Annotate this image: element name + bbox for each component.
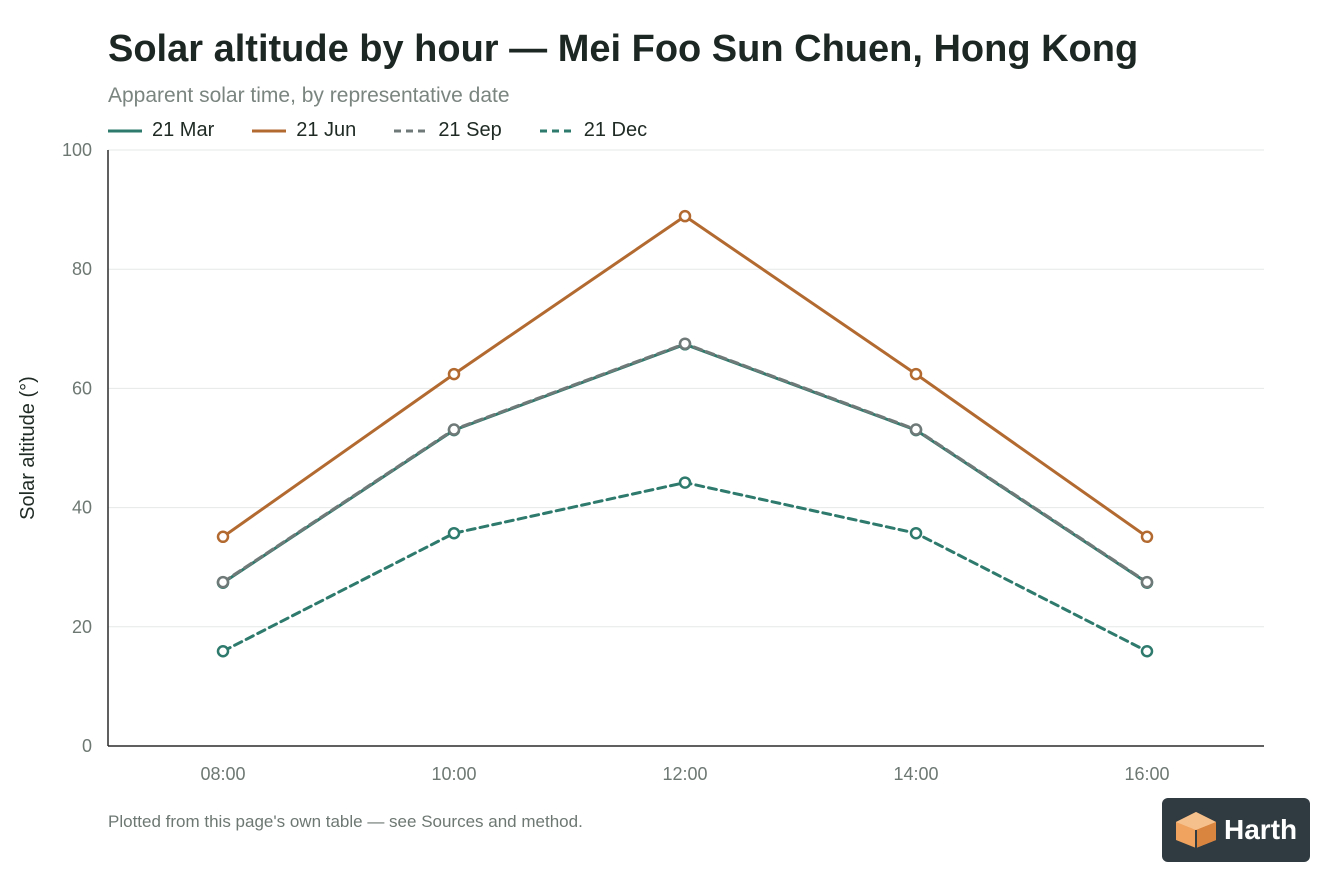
y-tick-label-0: 0 xyxy=(82,736,92,756)
chart-title: Solar altitude by hour — Mei Foo Sun Chu… xyxy=(108,28,1139,70)
y-tick-label-40: 40 xyxy=(72,498,92,518)
legend-item-mar: 21 Mar xyxy=(108,119,214,142)
data-point-2-4 xyxy=(1140,575,1154,589)
cube-icon xyxy=(1176,812,1216,848)
legend-item-sep: 21 Sep xyxy=(394,119,502,142)
brand-badge[interactable]: Harth xyxy=(1162,798,1310,862)
x-tick-label-1: 10:00 xyxy=(431,764,476,784)
legend-swatch-sep xyxy=(394,129,429,132)
brand-name: Harth xyxy=(1224,814,1298,845)
y-axis-title: Solar altitude (°) xyxy=(17,376,39,520)
data-point-1-4 xyxy=(1140,530,1154,544)
y-tick-label-80: 80 xyxy=(72,259,92,279)
data-point-1-1 xyxy=(447,367,461,381)
x-tick-label-2: 12:00 xyxy=(662,764,707,784)
data-point-2-1 xyxy=(447,423,461,436)
legend-label-jun: 21 Jun xyxy=(296,119,357,141)
x-tick-label-0: 08:00 xyxy=(200,764,245,784)
data-point-3-2 xyxy=(678,476,692,489)
y-tick-label-60: 60 xyxy=(72,378,92,398)
legend-label-sep: 21 Sep xyxy=(438,119,502,141)
legend-item-jun: 21 Jun xyxy=(252,119,356,142)
legend-swatch-mar xyxy=(108,129,142,132)
data-point-2-3 xyxy=(909,423,923,436)
series-line-0 xyxy=(221,342,1149,585)
data-point-3-0 xyxy=(216,644,230,658)
chart-footnote: Plotted from this page's own table — see… xyxy=(108,812,583,831)
y-tick-label-100: 100 xyxy=(62,140,92,160)
data-point-3-4 xyxy=(1140,644,1154,658)
data-point-3-3 xyxy=(909,526,923,540)
data-point-1-2 xyxy=(678,209,692,223)
data-point-1-0 xyxy=(216,530,230,544)
legend: 21 Mar 21 Jun 21 Sep 21 Dec xyxy=(108,119,685,142)
legend-item-dec: 21 Dec xyxy=(539,119,648,142)
legend-swatch-jun xyxy=(252,129,287,132)
legend-swatch-dec xyxy=(539,129,574,132)
x-tick-label-3: 14:00 xyxy=(893,764,938,784)
chart-subtitle: Apparent solar time, by representative d… xyxy=(108,84,510,107)
data-point-3-1 xyxy=(447,526,461,540)
y-tick-label-20: 20 xyxy=(72,617,92,637)
legend-label-mar: 21 Mar xyxy=(152,119,215,141)
series-line-2 xyxy=(221,342,1149,584)
data-point-1-3 xyxy=(909,367,923,381)
data-point-2-0 xyxy=(216,575,230,589)
legend-label-dec: 21 Dec xyxy=(583,119,648,141)
line-chart: 0 20 40 60 80 100 08:00 10:00 12:00 14:00 16:00 Sol… xyxy=(17,140,1264,784)
data-point-2-2 xyxy=(678,337,692,350)
x-tick-label-4: 16:00 xyxy=(1124,764,1169,784)
